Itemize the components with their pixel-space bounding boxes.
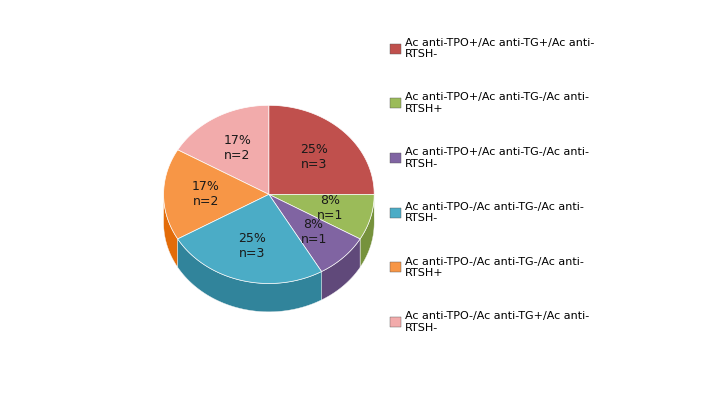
Bar <box>390 317 400 327</box>
Text: 17%
n=2: 17% n=2 <box>223 134 251 162</box>
Bar <box>390 98 400 108</box>
Text: Ac anti-TPO+/Ac anti-TG+/Ac anti-
RTSH-: Ac anti-TPO+/Ac anti-TG+/Ac anti- RTSH- <box>405 38 594 60</box>
Text: 25%
n=3: 25% n=3 <box>238 232 266 260</box>
Text: Ac anti-TPO+/Ac anti-TG-/Ac anti-
RTSH+: Ac anti-TPO+/Ac anti-TG-/Ac anti- RTSH+ <box>405 92 589 114</box>
Polygon shape <box>163 195 178 267</box>
Text: Ac anti-TPO-/Ac anti-TG-/Ac anti-
RTSH+: Ac anti-TPO-/Ac anti-TG-/Ac anti- RTSH+ <box>405 256 584 278</box>
Bar <box>390 262 400 273</box>
Ellipse shape <box>163 134 374 312</box>
Polygon shape <box>269 194 374 239</box>
Polygon shape <box>269 194 360 272</box>
Text: 8%
n=1: 8% n=1 <box>316 194 343 222</box>
Text: 17%
n=2: 17% n=2 <box>192 180 220 209</box>
Bar <box>390 43 400 53</box>
Text: 25%
n=3: 25% n=3 <box>299 143 327 171</box>
Polygon shape <box>269 105 374 194</box>
Polygon shape <box>178 194 321 284</box>
Bar <box>390 207 400 218</box>
Text: Ac anti-TPO-/Ac anti-TG+/Ac anti-
RTSH-: Ac anti-TPO-/Ac anti-TG+/Ac anti- RTSH- <box>405 311 589 333</box>
Bar <box>390 153 400 163</box>
Polygon shape <box>178 239 321 312</box>
Text: Ac anti-TPO+/Ac anti-TG-/Ac anti-
RTSH-: Ac anti-TPO+/Ac anti-TG-/Ac anti- RTSH- <box>405 147 589 169</box>
Polygon shape <box>178 105 269 194</box>
Polygon shape <box>360 194 374 267</box>
Polygon shape <box>163 150 269 239</box>
Text: 8%
n=1: 8% n=1 <box>301 218 326 246</box>
Text: Ac anti-TPO-/Ac anti-TG-/Ac anti-
RTSH-: Ac anti-TPO-/Ac anti-TG-/Ac anti- RTSH- <box>405 202 584 224</box>
Polygon shape <box>321 239 360 300</box>
